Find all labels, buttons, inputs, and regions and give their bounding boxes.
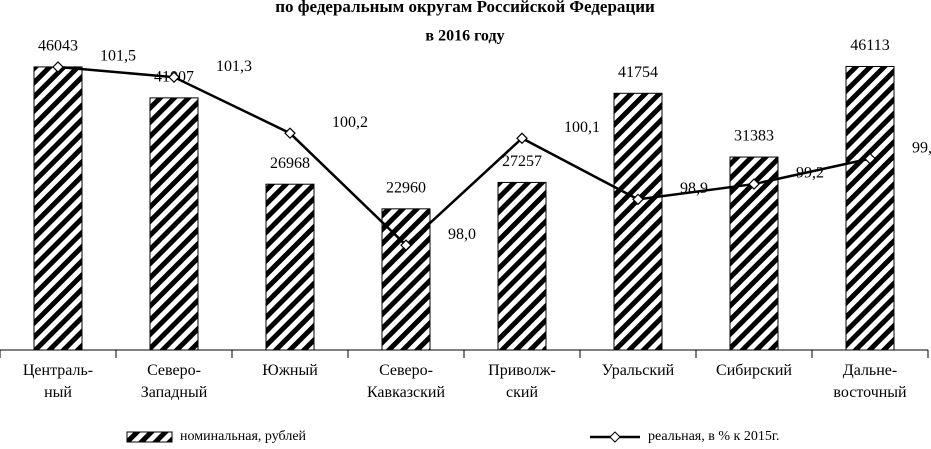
x-tick-label: Северо- Западный — [140, 362, 208, 401]
chart-subtitle: в 2016 году — [425, 28, 504, 45]
bar — [265, 183, 315, 351]
x-tick-label: Северо- Кавказский — [366, 362, 446, 401]
line — [57, 65, 871, 247]
bar — [381, 208, 431, 351]
line-value-label: 98,0 — [448, 226, 476, 243]
bar-value-label: 22960 — [386, 180, 426, 197]
bar-value-label: 41754 — [618, 64, 658, 81]
x-tick-label: Сибирский — [716, 362, 792, 379]
line-marker — [864, 152, 876, 165]
legend-label: реальная, в % к 2015г. — [648, 429, 779, 444]
legend-label: номинальная, рублей — [180, 429, 307, 444]
line-marker — [516, 132, 528, 145]
chart-title: по федеральным округам Российской Федера… — [275, 0, 655, 16]
line-value-label: 100,2 — [332, 114, 368, 131]
bar — [613, 92, 663, 351]
line-marker — [284, 127, 296, 140]
line-value-label: 99,7 — [912, 139, 931, 156]
line-marker — [52, 61, 64, 73]
legend-marker — [609, 431, 621, 443]
line-value-label: 100,1 — [564, 119, 600, 136]
x-tick-label: Приволж- ский — [488, 362, 556, 401]
x-tick-label: Дальне- восточный — [833, 362, 907, 401]
line-marker — [400, 239, 412, 251]
line-value-label: 101,5 — [100, 48, 136, 65]
legend-swatch — [126, 431, 173, 443]
x-tick-label: Южный — [262, 362, 318, 379]
bar-value-label: 46113 — [850, 37, 889, 54]
bar-value-label: 27257 — [502, 153, 542, 170]
bar — [497, 181, 547, 351]
bar — [845, 65, 895, 351]
line-value-label: 101,3 — [216, 58, 252, 75]
line-marker — [632, 193, 644, 206]
bar-value-label: 26968 — [270, 155, 310, 172]
bar — [33, 66, 83, 351]
bar — [149, 97, 199, 351]
line-marker — [168, 71, 180, 84]
line-value-label: 98,9 — [680, 180, 708, 197]
bar-value-label: 46043 — [38, 38, 78, 55]
bar-value-label: 31383 — [734, 128, 774, 145]
line-marker — [748, 178, 760, 190]
x-tick-label: Уральский — [601, 362, 675, 379]
x-tick-label: Централь- ный — [22, 362, 94, 401]
line-value-label: 99,2 — [796, 165, 824, 182]
